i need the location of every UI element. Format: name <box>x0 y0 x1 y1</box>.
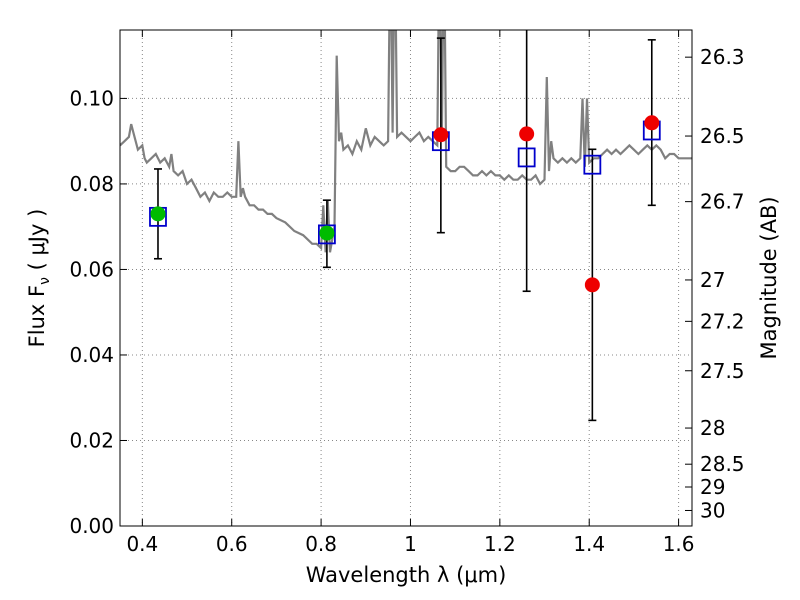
model-sed-line <box>120 30 692 253</box>
x-tick-label: 0.4 <box>126 532 158 556</box>
x-tick-label: 1.4 <box>573 532 605 556</box>
magnitude-tick-label: 27.2 <box>700 309 745 333</box>
magnitude-tick-label: 26.5 <box>700 124 745 148</box>
y-axis-title-unit: ( μJy ) <box>25 209 49 277</box>
x-tick-label: 1.2 <box>484 532 516 556</box>
y-tick-label: 0.00 <box>69 514 114 538</box>
y-axis-title-main: Flux F <box>25 285 49 347</box>
x-axis-title: Wavelength λ (μm) <box>306 563 507 587</box>
magnitude-tick-label: 28.5 <box>700 452 745 476</box>
error-bars <box>153 30 656 422</box>
near-ir-flux-point <box>519 126 535 142</box>
magnitude-axis-title: Magnitude (AB) <box>757 196 781 359</box>
y-axis-title: Flux Fν ( μJy ) <box>25 209 53 348</box>
near-ir-flux-point <box>433 127 449 143</box>
y-tick-label: 0.02 <box>69 428 114 452</box>
magnitude-tick-label: 28 <box>700 416 725 440</box>
magnitude-tick-label: 27.5 <box>700 359 745 383</box>
x-tick-label: 1.6 <box>663 532 695 556</box>
x-tick-label: 1 <box>404 532 417 556</box>
magnitude-tick-label: 26.7 <box>700 190 745 214</box>
magnitude-tick-label: 30 <box>700 498 725 522</box>
model-photometry-square <box>517 147 536 168</box>
x-axis-ticks: 0.4 0.6 0.8 1 1.2 1.4 1.6 <box>126 30 695 556</box>
near-ir-flux-point <box>584 277 600 293</box>
y-tick-label: 0.06 <box>69 257 114 281</box>
x-tick-label: 0.8 <box>305 532 337 556</box>
magnitude-tick-label: 27 <box>700 268 725 292</box>
optical-detection-point <box>319 225 335 241</box>
model-photometry-square <box>318 224 336 245</box>
y-tick-label: 0.04 <box>69 343 114 367</box>
y-axis-title-subscript: ν <box>37 277 53 285</box>
magnitude-tick-label: 26.3 <box>700 45 745 69</box>
magnitude-tick-label: 29 <box>700 475 725 499</box>
optical-detection-point <box>150 206 166 222</box>
grid-lines <box>120 30 692 526</box>
y-tick-label: 0.10 <box>69 86 114 110</box>
x-tick-label: 0.6 <box>216 532 248 556</box>
y-axis-ticks: 0.00 0.02 0.04 0.06 0.08 0.10 <box>69 86 127 538</box>
model-photometry-square <box>583 154 602 175</box>
y-tick-label: 0.08 <box>69 172 114 196</box>
observed-flux-points <box>150 115 660 293</box>
near-ir-flux-point <box>644 115 660 131</box>
plot-frame <box>119 29 693 527</box>
